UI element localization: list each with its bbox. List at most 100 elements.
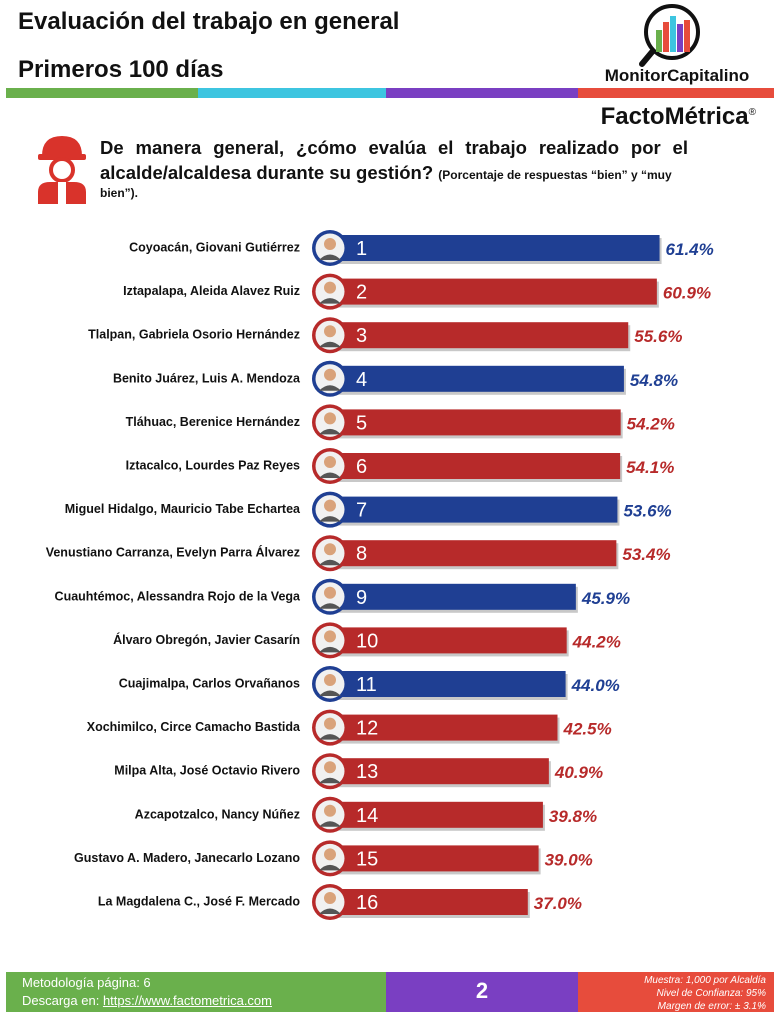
avatar-body [319, 777, 341, 784]
worker-helmet-icon [32, 132, 92, 204]
page-title: Evaluación del trabajo en general [18, 8, 400, 35]
rank-label: 12 [356, 718, 378, 740]
survey-meta: Muestra: 1,000 por Alcaldía Nivel de Con… [644, 974, 766, 1013]
value-label: 54.1% [626, 458, 674, 477]
category-label: Álvaro Obregón, Javier Casarín [113, 632, 300, 647]
footer-left: Metodología página: 6 Descarga en: https… [6, 972, 386, 1012]
avatar-face [324, 892, 336, 904]
bar [328, 583, 576, 610]
avatar-body [319, 298, 341, 304]
avatar-face [324, 325, 336, 338]
value-label: 55.6% [634, 327, 682, 346]
value-label: 44.2% [572, 632, 621, 651]
value-label: 39.0% [545, 850, 593, 869]
value-label: 61.4% [666, 240, 714, 259]
rank-label: 16 [356, 892, 378, 914]
category-label: Iztapalapa, Aleida Alavez Ruiz [123, 284, 300, 298]
page-number: 2 [475, 978, 489, 1003]
rank-label: 14 [356, 805, 378, 827]
category-label: Cuajimalpa, Carlos Orvañanos [119, 677, 300, 691]
download-line: Descarga en: https://www.factometrica.co… [22, 993, 272, 1008]
category-label: Azcapotzalco, Nancy Núñez [135, 807, 300, 821]
factometrica-logo: FactoMétrica® [601, 103, 756, 131]
bar [328, 235, 660, 261]
rank-label: 7 [356, 500, 367, 522]
bar [328, 540, 617, 567]
magnifier-chart-icon [639, 4, 700, 67]
bar [328, 409, 621, 436]
category-label: Tláhuac, Berenice Hernández [126, 415, 300, 429]
avatar-body [319, 254, 341, 260]
avatar-face [324, 717, 336, 730]
category-label: Milpa Alta, José Octavio Rivero [114, 764, 300, 778]
ranking-bar-chart: Coyoacán, Giovani Gutiérrez 1 61.4% Iztapal… [46, 230, 714, 920]
value-label: 40.9% [554, 763, 603, 782]
bar [328, 365, 624, 392]
question-text: De manera general, ¿cómo evalúa el traba… [100, 135, 688, 188]
category-label: Benito Juárez, Luis A. Mendoza [113, 371, 301, 385]
category-label: Miguel Hidalgo, Mauricio Tabe Echartea [65, 502, 301, 516]
rank-label: 13 [356, 761, 378, 783]
rank-label: 5 [356, 412, 367, 434]
rank-label: 1 [356, 238, 367, 260]
bar [328, 671, 566, 697]
rank-label: 4 [356, 369, 367, 391]
avatar-face [324, 456, 336, 468]
bar [328, 714, 558, 741]
avatar-body [319, 908, 341, 914]
download-label: Descarga en: [22, 993, 103, 1008]
bar [328, 453, 621, 479]
methodology-text: Metodología página: 6 [22, 975, 151, 990]
rank-label: 6 [356, 456, 367, 478]
category-label: Tlalpan, Gabriela Osorio Hernández [88, 328, 300, 342]
factometrica-text: FactoMétrica [600, 103, 749, 130]
avatar-body [319, 472, 341, 478]
registered-mark: ® [748, 107, 756, 118]
sample-size: Muestra: 1,000 por Alcaldía [644, 975, 766, 986]
avatar-face [324, 761, 336, 774]
avatar-body [319, 734, 341, 740]
avatar-face [324, 804, 336, 817]
rank-label: 15 [356, 848, 378, 870]
stripe-cyan [198, 88, 386, 98]
value-label: 42.5% [563, 720, 612, 739]
avatar-face [324, 368, 336, 381]
value-label: 54.8% [630, 371, 678, 390]
value-label: 53.6% [623, 502, 671, 521]
category-label: La Magdalena C., José F. Mercado [98, 895, 301, 909]
avatar-body [319, 821, 341, 827]
bar [328, 278, 657, 305]
value-label: 60.9% [663, 284, 711, 303]
category-label: Xochimilco, Circe Camacho Bastida [87, 720, 301, 734]
question-note-end: bien”). [100, 186, 138, 200]
avatar-body [319, 646, 341, 653]
category-label: Iztacalco, Lourdes Paz Reyes [126, 459, 300, 473]
avatar-body [319, 341, 341, 348]
bar [328, 845, 539, 872]
value-label: 54.2% [627, 414, 675, 433]
rank-label: 10 [356, 630, 378, 652]
stripe-red [578, 88, 774, 98]
avatar-body [319, 690, 341, 696]
download-link[interactable]: https://www.factometrica.com [102, 993, 272, 1008]
avatar-face [324, 630, 336, 643]
rank-label: 2 [356, 282, 367, 304]
rank-label: 9 [356, 587, 367, 609]
footer-page: 2 [386, 972, 578, 1012]
bar [328, 627, 567, 654]
avatar-face [324, 238, 336, 250]
question-main: De manera general, ¿cómo evalúa el traba… [100, 137, 688, 183]
page-subtitle: Primeros 100 días [18, 56, 224, 83]
category-label: Gustavo A. Madero, Janecarlo Lozano [74, 851, 300, 865]
value-label: 45.9% [581, 589, 630, 608]
avatar-body [319, 385, 341, 391]
monitor-capitalino-logo: MonitorCapitalino [602, 2, 752, 88]
footer-right: Muestra: 1,000 por Alcaldía Nivel de Con… [578, 972, 774, 1012]
bar [328, 322, 629, 349]
value-label: 39.8% [549, 807, 597, 826]
avatar-body [319, 603, 341, 609]
avatar-face [324, 281, 336, 294]
brand-name: MonitorCapitalino [604, 66, 750, 85]
rank-label: 8 [356, 543, 367, 565]
avatar-face [324, 848, 336, 861]
